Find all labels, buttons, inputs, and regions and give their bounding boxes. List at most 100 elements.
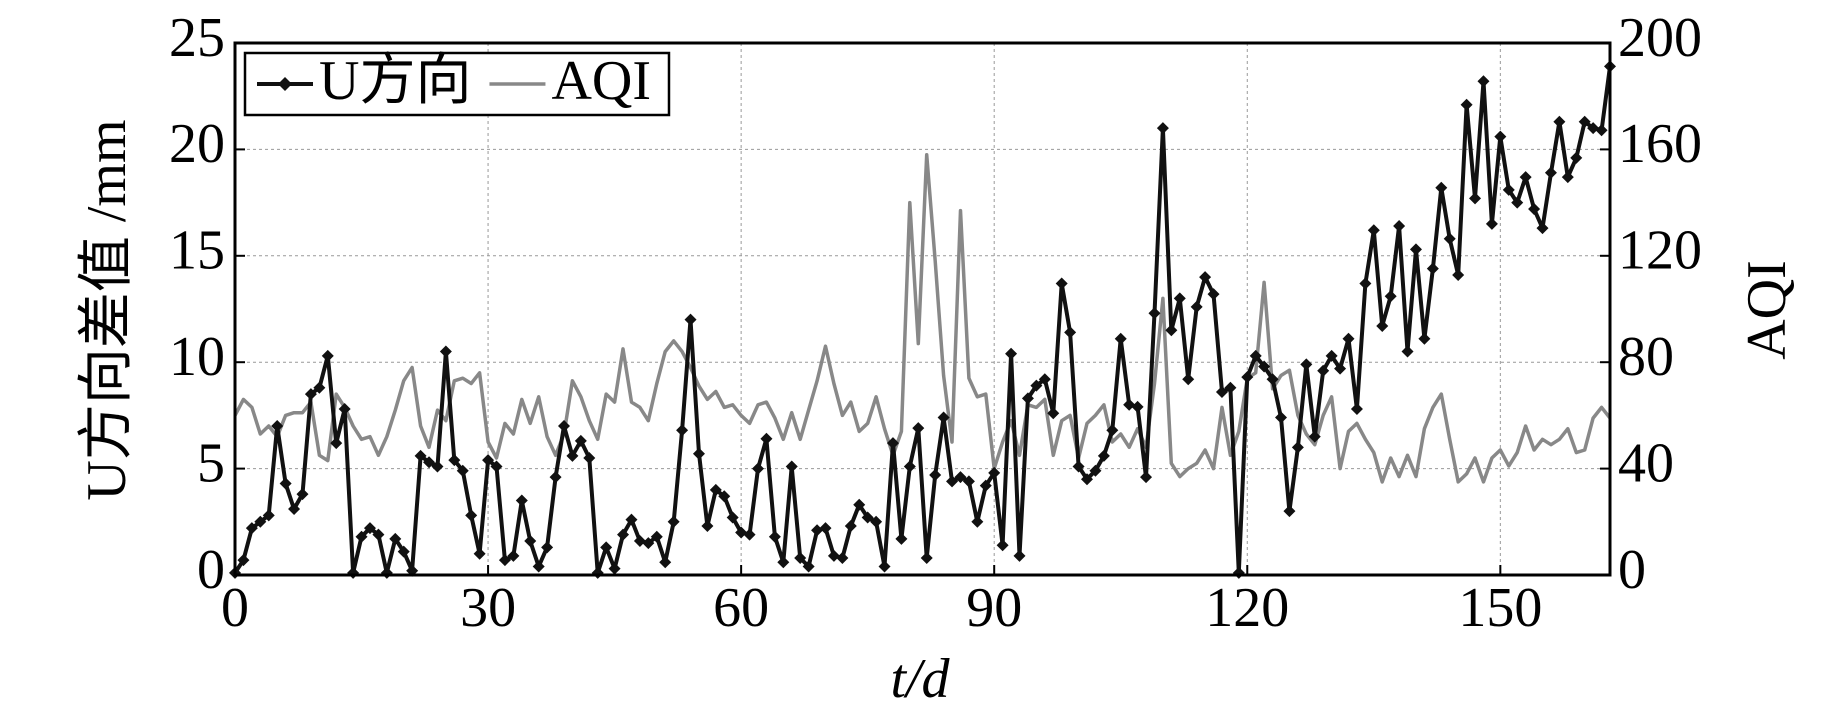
point-marker [1080,473,1093,486]
point-marker [962,475,975,488]
legend-marker [278,77,292,91]
y2-tick-label: 120 [1618,220,1702,282]
point-marker [524,534,537,547]
point-marker [827,549,840,562]
point-marker [1435,181,1448,194]
point-marker [988,466,1001,479]
y2-axis-label: AQI [1736,260,1798,360]
x-tick-label: 150 [1458,577,1542,639]
point-marker [1131,400,1144,413]
point-marker [1148,307,1161,320]
legend-label: AQI [551,50,651,112]
x-tick-label: 0 [221,577,249,639]
point-marker [1207,288,1220,301]
point-marker [1140,471,1153,484]
point-marker [1502,183,1515,196]
point-marker [507,549,520,562]
legend-box [243,51,671,117]
point-marker [642,537,655,550]
point-marker [1519,171,1532,184]
point-marker [498,554,511,567]
point-marker [794,551,807,564]
plot-frame [233,41,1612,577]
point-marker [709,483,722,496]
point-marker [1325,349,1338,362]
point-marker [1072,460,1085,473]
point-marker [1030,379,1043,392]
point-marker [650,530,663,543]
point-marker [338,403,351,416]
point-marker [1401,345,1414,358]
point-marker [1418,332,1431,345]
point-marker [1047,407,1060,420]
point-marker [1561,171,1574,184]
point-marker [971,515,984,528]
point-marker [684,313,697,326]
point-marker [1123,398,1136,411]
point-marker [1494,130,1507,143]
x-tick-label: 120 [1205,577,1289,639]
point-marker [262,509,275,522]
point-marker [1452,268,1465,281]
y2-tick-label: 0 [1618,539,1646,601]
point-marker [1173,292,1186,305]
x-tick-label: 90 [966,577,1022,639]
y2-tick-label: 160 [1618,113,1702,175]
point-marker [1587,122,1600,135]
point-marker [1258,360,1271,373]
point-marker [1005,347,1018,360]
point-marker [752,462,765,475]
point-marker [304,388,317,401]
point-marker [1342,332,1355,345]
point-marker [1089,464,1102,477]
point-marker [372,528,385,541]
point-marker [1275,411,1288,424]
point-marker [1376,320,1389,333]
point-marker [1334,362,1347,375]
point-marker [1241,371,1254,384]
point-marker [633,534,646,547]
y-tick-label: 20 [169,113,225,175]
point-marker [853,498,866,511]
point-marker [1055,277,1068,290]
point-marker [414,449,427,462]
point-marker [676,424,689,437]
point-marker [1308,430,1321,443]
y2-tick-label: 40 [1618,432,1674,494]
series-line [233,152,1612,484]
point-marker [1064,326,1077,339]
point-marker [465,509,478,522]
point-marker [1469,192,1482,205]
point-marker [802,560,815,573]
point-marker [836,551,849,564]
point-marker [313,381,326,394]
point-marker [1384,290,1397,303]
point-marker [844,520,857,533]
point-marker [1578,115,1591,128]
point-marker [886,437,899,450]
point-marker [1190,300,1203,313]
point-marker [1114,332,1127,345]
point-marker [929,468,942,481]
point-marker [1097,449,1110,462]
point-marker [583,451,596,464]
point-marker [389,532,402,545]
point-marker [718,490,731,503]
point-marker [1350,403,1363,416]
point-marker [473,547,486,560]
point-marker [954,471,967,484]
point-marker [1485,217,1498,230]
point-marker [1199,271,1212,284]
point-marker [288,503,301,516]
point-marker [1359,277,1372,290]
point-marker [735,526,748,539]
point-marker [456,464,469,477]
point-marker [1106,424,1119,437]
point-marker [1477,75,1490,88]
point-marker [532,560,545,573]
x-tick-label: 30 [460,577,516,639]
point-marker [946,475,959,488]
point-marker [1224,381,1237,394]
point-marker [566,449,579,462]
point-marker [1426,262,1439,275]
